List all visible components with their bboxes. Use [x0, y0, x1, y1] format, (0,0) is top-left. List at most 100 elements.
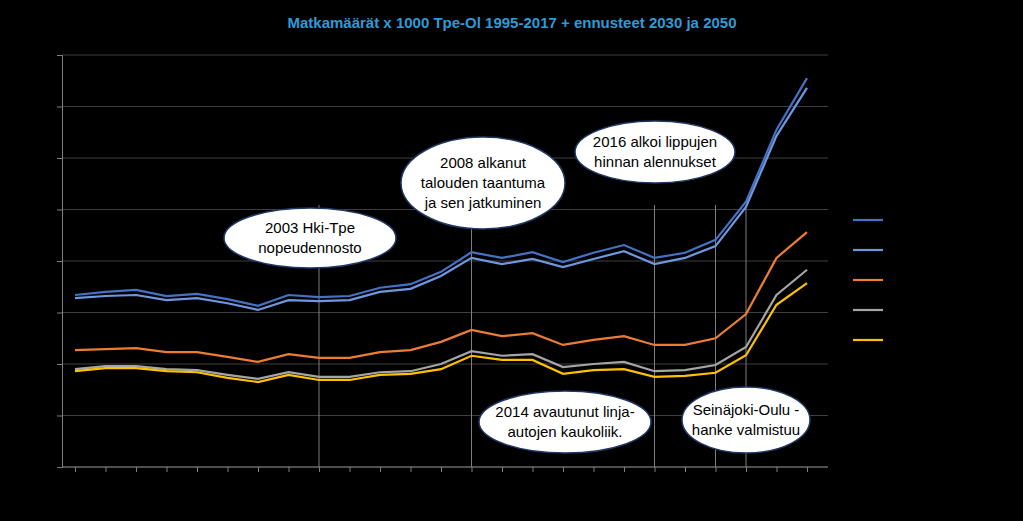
- annotation: Seinäjoki-Oulu -hanke valmistuu: [682, 387, 810, 453]
- tick: [228, 467, 229, 472]
- series-group: [75, 78, 807, 382]
- tick: [411, 467, 412, 472]
- series-line: [75, 283, 807, 382]
- annotation-bubble: [479, 391, 651, 453]
- tick: [57, 158, 62, 159]
- tick: [57, 313, 62, 314]
- tick-mark: [685, 467, 686, 472]
- tick: [380, 467, 381, 472]
- tick-mark: [57, 364, 62, 365]
- tick: [777, 467, 778, 472]
- tick: [136, 467, 137, 472]
- annotations: 2003 Hki-Tpe nopeudennosto 2008 alkanut tal…: [224, 121, 810, 453]
- tick: [57, 210, 62, 211]
- legend-swatch: [853, 219, 883, 221]
- tick: [197, 467, 198, 472]
- series-line: [75, 270, 807, 379]
- tick-mark: [472, 467, 473, 472]
- annotation-text: 2008 alkanut: [440, 154, 527, 171]
- tick-mark: [777, 467, 778, 472]
- grid-line: [62, 106, 828, 107]
- tick: [624, 467, 625, 472]
- tick-mark: [75, 467, 76, 472]
- tick-mark: [807, 467, 808, 472]
- tick-mark: [563, 467, 564, 472]
- tick-mark: [746, 467, 747, 472]
- tick-mark: [258, 467, 259, 472]
- series-line: [75, 232, 807, 362]
- tick: [106, 467, 107, 472]
- series-line: [75, 78, 807, 306]
- tick-mark: [197, 467, 198, 472]
- annotation: 2008 alkanut talouden taantuma ja sen jatk…: [401, 137, 565, 229]
- background: [0, 0, 1023, 521]
- legend-swatch: [853, 309, 883, 311]
- tick: [807, 467, 808, 472]
- tick: [594, 467, 595, 472]
- tick-mark: [411, 467, 412, 472]
- annotation-text: 2003 Hki-Tpe: [265, 219, 355, 236]
- tick-mark: [716, 467, 717, 472]
- annotation-bubble: [224, 208, 396, 268]
- series-line: [75, 88, 807, 310]
- tick: [319, 467, 320, 472]
- title: Matkamäärät x 1000 Tpe-Ol 1995-2017 + en…: [287, 14, 736, 31]
- annotation: 2014 avautunut linja-autojen kaukoliik.: [479, 391, 651, 453]
- annotation-text: nopeudennosto: [258, 239, 361, 256]
- tick-mark: [136, 467, 137, 472]
- tick-mark: [289, 467, 290, 472]
- tick: [57, 416, 62, 417]
- annotation-text: 2014 avautunut linja-: [495, 403, 634, 420]
- grid-line: [62, 467, 828, 468]
- annotation-text: talouden taantuma: [421, 174, 546, 191]
- tick: [655, 467, 656, 472]
- tick-mark: [57, 261, 62, 262]
- annotation: 2016 alkoi lippujen hinnan alennukset: [575, 121, 735, 183]
- tick-mark: [57, 210, 62, 211]
- tick-mark: [57, 55, 62, 56]
- chart: Matkamäärät x 1000 Tpe-Ol 1995-2017 + en…: [0, 0, 1023, 521]
- tick-mark: [350, 467, 351, 472]
- tick-mark: [57, 158, 62, 159]
- annotation-bubble: [575, 121, 735, 183]
- tick-mark: [57, 313, 62, 314]
- tick: [57, 467, 62, 468]
- annotation-text: hinnan alennukset: [594, 153, 717, 170]
- tick-mark: [594, 467, 595, 472]
- grid: [62, 55, 828, 467]
- tick-mark: [228, 467, 229, 472]
- tick: [685, 467, 686, 472]
- tick-mark: [57, 467, 62, 468]
- tick: [441, 467, 442, 472]
- tick-mark: [502, 467, 503, 472]
- legend-swatch: [853, 249, 883, 251]
- annotation-line: [654, 205, 655, 467]
- tick: [57, 261, 62, 262]
- tick: [716, 467, 717, 472]
- annotation-text: hanke valmistuu: [692, 421, 800, 438]
- annotation-text: autojen kaukoliik.: [507, 423, 622, 440]
- annotation-bubble: [682, 387, 810, 453]
- legend: [853, 220, 883, 340]
- tick: [289, 467, 290, 472]
- annotation-text: ja sen jatkuminen: [424, 194, 542, 211]
- tick: [258, 467, 259, 472]
- annotation-text: 2016 alkoi lippujen: [593, 133, 717, 150]
- tick-mark: [624, 467, 625, 472]
- tick: [75, 467, 76, 472]
- tick-mark: [380, 467, 381, 472]
- annotation: 2003 Hki-Tpe nopeudennosto: [224, 208, 396, 268]
- tick: [57, 55, 62, 56]
- tick: [57, 364, 62, 365]
- tick-mark: [533, 467, 534, 472]
- annotation-bubble: [401, 137, 565, 229]
- axis-line: [57, 56, 63, 468]
- tick-mark: [57, 107, 62, 108]
- tick: [746, 467, 747, 472]
- tick-mark: [57, 416, 62, 417]
- grid-line: [62, 55, 828, 56]
- tick-mark: [319, 467, 320, 472]
- grid-line: [62, 261, 828, 262]
- grid-line: [62, 312, 828, 313]
- y-axis: [57, 56, 63, 468]
